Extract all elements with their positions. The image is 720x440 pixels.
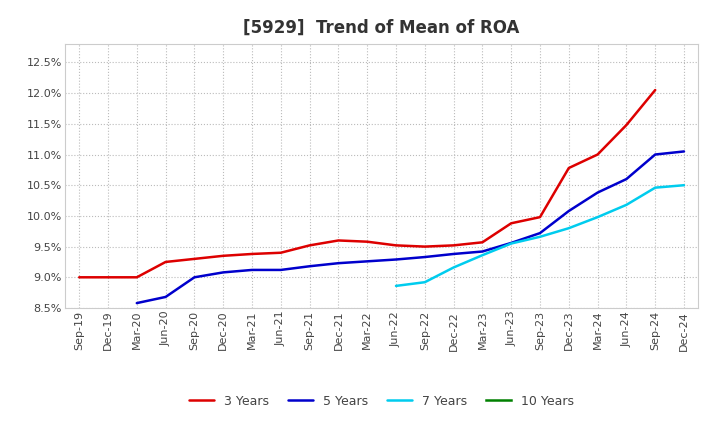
5 Years bbox=[420, 254, 429, 260]
5 Years bbox=[651, 152, 660, 157]
5 Years bbox=[305, 264, 314, 269]
5 Years bbox=[276, 267, 285, 272]
5 Years bbox=[449, 251, 458, 257]
3 Years bbox=[420, 244, 429, 249]
7 Years bbox=[651, 185, 660, 191]
7 Years bbox=[622, 202, 631, 208]
3 Years bbox=[363, 239, 372, 244]
3 Years bbox=[478, 240, 487, 245]
5 Years bbox=[334, 260, 343, 266]
Legend: 3 Years, 5 Years, 7 Years, 10 Years: 3 Years, 5 Years, 7 Years, 10 Years bbox=[184, 390, 579, 413]
3 Years bbox=[564, 165, 573, 171]
5 Years bbox=[248, 267, 256, 272]
Line: 7 Years: 7 Years bbox=[396, 185, 684, 286]
3 Years bbox=[334, 238, 343, 243]
5 Years bbox=[363, 259, 372, 264]
3 Years bbox=[593, 152, 602, 157]
5 Years bbox=[564, 209, 573, 214]
3 Years bbox=[190, 256, 199, 261]
3 Years bbox=[449, 243, 458, 248]
5 Years bbox=[536, 231, 544, 236]
3 Years bbox=[622, 122, 631, 128]
3 Years bbox=[651, 88, 660, 93]
3 Years bbox=[276, 250, 285, 255]
3 Years bbox=[75, 275, 84, 280]
3 Years bbox=[132, 275, 141, 280]
7 Years bbox=[420, 279, 429, 285]
5 Years bbox=[190, 275, 199, 280]
5 Years bbox=[392, 257, 400, 262]
7 Years bbox=[449, 265, 458, 270]
7 Years bbox=[478, 253, 487, 258]
Title: [5929]  Trend of Mean of ROA: [5929] Trend of Mean of ROA bbox=[243, 19, 520, 37]
7 Years bbox=[593, 214, 602, 220]
3 Years bbox=[161, 259, 170, 264]
7 Years bbox=[564, 226, 573, 231]
3 Years bbox=[248, 251, 256, 257]
3 Years bbox=[305, 243, 314, 248]
7 Years bbox=[680, 183, 688, 188]
5 Years bbox=[132, 301, 141, 306]
7 Years bbox=[536, 234, 544, 239]
5 Years bbox=[507, 240, 516, 246]
Line: 3 Years: 3 Years bbox=[79, 90, 655, 277]
3 Years bbox=[104, 275, 112, 280]
5 Years bbox=[478, 249, 487, 254]
3 Years bbox=[507, 220, 516, 226]
3 Years bbox=[536, 214, 544, 220]
5 Years bbox=[161, 294, 170, 300]
5 Years bbox=[680, 149, 688, 154]
5 Years bbox=[622, 176, 631, 182]
3 Years bbox=[392, 243, 400, 248]
3 Years bbox=[219, 253, 228, 258]
5 Years bbox=[219, 270, 228, 275]
Line: 5 Years: 5 Years bbox=[137, 151, 684, 303]
7 Years bbox=[392, 283, 400, 289]
5 Years bbox=[593, 190, 602, 195]
7 Years bbox=[507, 241, 516, 246]
